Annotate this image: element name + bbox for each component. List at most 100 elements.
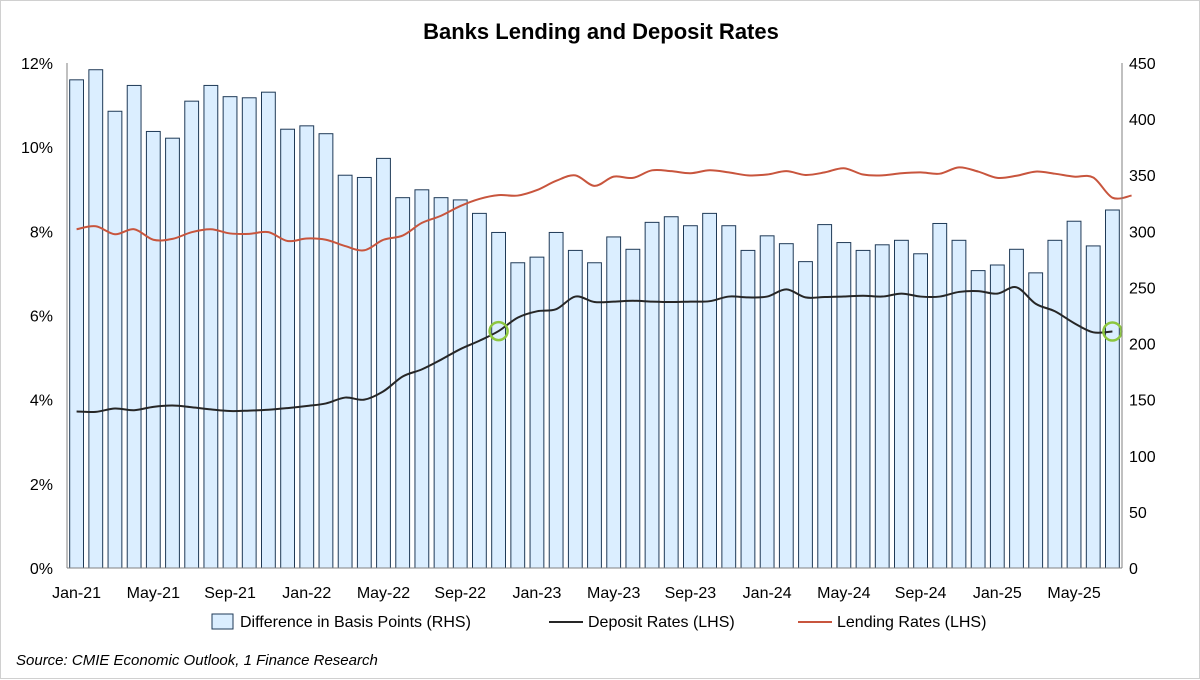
bar-36 xyxy=(759,235,775,569)
bar-series xyxy=(69,69,1120,569)
bar-37 xyxy=(778,243,794,569)
bar-44 xyxy=(913,253,929,569)
y-left-tick-label: 6% xyxy=(30,309,53,326)
axes: 0% 2% 4% 6% 8% 10% 12% 0 50 100 150 200 250 300 350 400… xyxy=(21,56,1156,602)
bar-32 xyxy=(683,225,698,569)
bar-45 xyxy=(932,222,948,569)
chart-title: Banks Lending and Deposit Rates xyxy=(423,19,779,44)
bar-5 xyxy=(165,137,180,569)
bar-46 xyxy=(951,239,967,569)
x-tick-label: Jan-25 xyxy=(973,585,1022,602)
y-right-tick-label: 400 xyxy=(1129,112,1156,129)
x-tick-label: Jan-22 xyxy=(282,585,331,602)
y-left-tick-label: 10% xyxy=(21,140,53,157)
y-right-tick-label: 250 xyxy=(1129,280,1156,297)
highlight-marker-1 xyxy=(1102,321,1123,342)
bar-14 xyxy=(337,174,353,569)
bar-38 xyxy=(798,261,813,569)
bar-12 xyxy=(299,125,315,569)
bar-41 xyxy=(855,249,871,569)
bar-48 xyxy=(989,264,1005,569)
x-tick-label: May-24 xyxy=(817,585,870,602)
x-tick-label: May-23 xyxy=(587,585,640,602)
bar-20 xyxy=(452,199,468,569)
x-tick-label: Sep-23 xyxy=(665,585,717,602)
bar-9 xyxy=(241,97,257,569)
y-right-tick-label: 0 xyxy=(1129,561,1138,578)
bar-40 xyxy=(836,242,852,569)
y-left-tick-label: 8% xyxy=(30,224,53,241)
x-tick-label: Jan-23 xyxy=(512,585,561,602)
bar-28 xyxy=(606,236,622,569)
x-tick-label: Sep-21 xyxy=(204,585,256,602)
x-tick-label: May-21 xyxy=(127,585,180,602)
bar-47 xyxy=(970,270,986,569)
legend-label-deposit: Deposit Rates (LHS) xyxy=(588,614,735,631)
bar-0 xyxy=(69,79,85,569)
bar-30 xyxy=(644,221,660,569)
highlight-marker-0 xyxy=(488,320,509,342)
bar-39 xyxy=(817,224,833,569)
y-left-tick-label: 12% xyxy=(21,56,53,73)
bar-16 xyxy=(376,157,391,569)
bar-42 xyxy=(874,244,890,569)
bar-13 xyxy=(318,133,334,569)
y-right-tick-label: 50 xyxy=(1129,505,1147,522)
bar-43 xyxy=(894,239,909,569)
bar-2 xyxy=(107,110,123,569)
x-tick-label: Sep-24 xyxy=(895,585,947,602)
x-tick-label: Jan-21 xyxy=(52,585,101,602)
y-right-tick-label: 450 xyxy=(1129,56,1156,73)
x-tick-label: Sep-22 xyxy=(434,585,486,602)
bar-1 xyxy=(88,69,104,569)
y-right-tick-label: 350 xyxy=(1129,168,1156,185)
lending-rates-line xyxy=(76,166,1132,252)
bar-8 xyxy=(222,96,238,569)
bar-33 xyxy=(702,212,718,569)
legend-swatch-difference xyxy=(211,613,234,630)
bar-49 xyxy=(1009,248,1024,569)
line-series xyxy=(76,166,1132,414)
bar-51 xyxy=(1047,239,1063,569)
bar-22 xyxy=(491,231,507,569)
bar-29 xyxy=(625,248,641,569)
bar-53 xyxy=(1085,245,1101,569)
legend-label-difference: Difference in Basis Points (RHS) xyxy=(240,614,471,631)
bar-3 xyxy=(126,84,142,569)
x-tick-label: May-22 xyxy=(357,585,410,602)
y-right-tick-label: 200 xyxy=(1129,337,1156,354)
bar-6 xyxy=(184,100,200,569)
y-right-tick-label: 150 xyxy=(1129,393,1156,410)
source-note: Source: CMIE Economic Outlook, 1 Finance… xyxy=(16,652,378,669)
bar-27 xyxy=(587,262,602,569)
x-tick-label: Jan-24 xyxy=(743,585,792,602)
bar-11 xyxy=(280,128,296,569)
bar-31 xyxy=(663,216,679,569)
bar-24 xyxy=(529,256,545,569)
bar-50 xyxy=(1028,272,1044,569)
bar-25 xyxy=(548,231,564,569)
y-left-tick-label: 4% xyxy=(30,393,53,410)
bar-18 xyxy=(414,189,430,569)
bar-15 xyxy=(356,176,372,569)
legend: Difference in Basis Points (RHS) Deposit… xyxy=(211,613,986,631)
y-left-tick-label: 0% xyxy=(30,561,53,578)
deposit-rates-line xyxy=(76,286,1113,414)
bar-52 xyxy=(1066,220,1082,569)
bar-23 xyxy=(510,262,526,569)
bar-54 xyxy=(1105,209,1120,569)
bar-19 xyxy=(433,197,449,569)
legend-label-lending: Lending Rates (LHS) xyxy=(837,614,986,631)
bar-17 xyxy=(395,197,411,569)
bar-34 xyxy=(721,225,737,569)
y-left-tick-label: 2% xyxy=(30,477,53,494)
y-right-tick-label: 300 xyxy=(1129,224,1156,241)
bar-10 xyxy=(261,91,276,569)
y-right-tick-label: 100 xyxy=(1129,449,1156,466)
bar-4 xyxy=(145,130,161,569)
bar-21 xyxy=(472,212,487,569)
x-tick-label: May-25 xyxy=(1047,585,1100,602)
bar-7 xyxy=(203,84,219,569)
